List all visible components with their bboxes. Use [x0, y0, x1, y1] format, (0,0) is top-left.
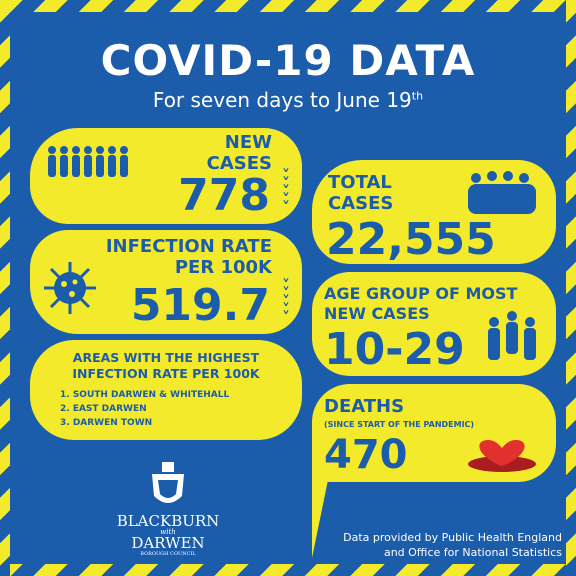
group-icon — [488, 311, 536, 360]
deaths-note: (SINCE START OF THE PANDEMIC) — [324, 420, 475, 429]
label-line: INFECTION RATE — [105, 236, 272, 257]
left-stripe — [0, 0, 10, 576]
new-cases-label: NEW CASES — [207, 132, 272, 174]
heart-icon — [468, 440, 536, 472]
crest — [152, 462, 184, 503]
infection-rate-label: INFECTION RATE PER 100K — [106, 236, 272, 278]
age-group-value: 10-29 — [324, 324, 465, 375]
new-cases-card: NEW CASES 778 ˅ ˅ ˅ ˅ ˅ — [30, 128, 302, 224]
areas-title: AREAS WITH THE HIGHEST INFECTION RATE PER… — [30, 350, 302, 382]
total-cases-card: TOTAL CASES 22,555 — [312, 160, 556, 265]
total-cases-value: 22,555 — [326, 214, 496, 265]
bottom-stripe — [0, 564, 576, 576]
label-line: CASES — [206, 153, 272, 174]
virus-icon — [44, 262, 96, 314]
label-line: PER 100K — [174, 257, 272, 278]
chevrons: ˅ ˅ ˅ ˅ ˅ — [282, 166, 290, 217]
areas-card: AREAS WITH THE HIGHEST INFECTION RATE PER… — [30, 340, 302, 440]
deaths-label: DEATHS — [324, 396, 405, 417]
top-stripe — [0, 0, 576, 12]
label-line: AGE GROUP OF MOST — [324, 284, 518, 303]
deaths-card: DEATHS (SINCE START OF THE PANDEMIC) 470 — [312, 384, 556, 482]
title-line: AREAS WITH THE HIGHEST — [72, 350, 260, 365]
title-line: INFECTION RATE PER 100K — [72, 366, 260, 381]
crowd-icon — [48, 146, 128, 177]
area-item: 2. EAST DARWEN — [60, 404, 147, 414]
deaths-value: 470 — [324, 432, 408, 478]
infection-rate-card: INFECTION RATE PER 100K 519.7 ˅ ˅ ˅ ˅ ˅ — [30, 230, 302, 334]
subtitle-sup: th — [411, 89, 424, 103]
chevrons: ˅ ˅ ˅ ˅ ˅ — [282, 276, 290, 327]
new-cases-value: 778 — [178, 170, 270, 221]
total-cases-label: TOTAL CASES — [328, 172, 393, 214]
age-group-label: AGE GROUP OF MOST NEW CASES — [324, 284, 517, 324]
deaths-tail — [312, 480, 328, 558]
areas-list: 1. SOUTH DARWEN & WHITEHALL 2. EAST DARWE… — [60, 388, 229, 430]
area-item: 1. SOUTH DARWEN & WHITEHALL — [60, 390, 230, 400]
footer-line: and Office for National Statistics — [383, 546, 562, 559]
logo-text: BLACKBURN with DARWEN BOROUGH COUNCIL — [100, 512, 236, 558]
label-line: NEW CASES — [324, 304, 430, 323]
age-group-card: AGE GROUP OF MOST NEW CASES 10-29 — [312, 272, 556, 376]
logo-with: with — [160, 528, 176, 536]
area-item: 3. DARWEN TOWN — [60, 418, 153, 428]
infection-rate-value: 519.7 — [130, 280, 270, 331]
label-line: NEW — [224, 132, 272, 153]
logo-council: BOROUGH COUNCIL — [140, 551, 196, 557]
footer: Data provided by Public Health England a… — [343, 530, 562, 560]
title: COVID-19 DATA — [100, 36, 476, 85]
right-stripe — [566, 0, 576, 576]
logo-line: BLACKBURN — [116, 512, 220, 530]
label-line: TOTAL — [328, 172, 392, 193]
logo-line: DARWEN — [131, 534, 205, 552]
subtitle: For seven days to June 19th — [0, 88, 576, 112]
crowd-icon — [468, 171, 536, 214]
footer-line: Data provided by Public Health England — [343, 531, 562, 544]
subtitle-text: For seven days to June 19 — [152, 88, 412, 112]
label-line: CASES — [328, 193, 394, 214]
